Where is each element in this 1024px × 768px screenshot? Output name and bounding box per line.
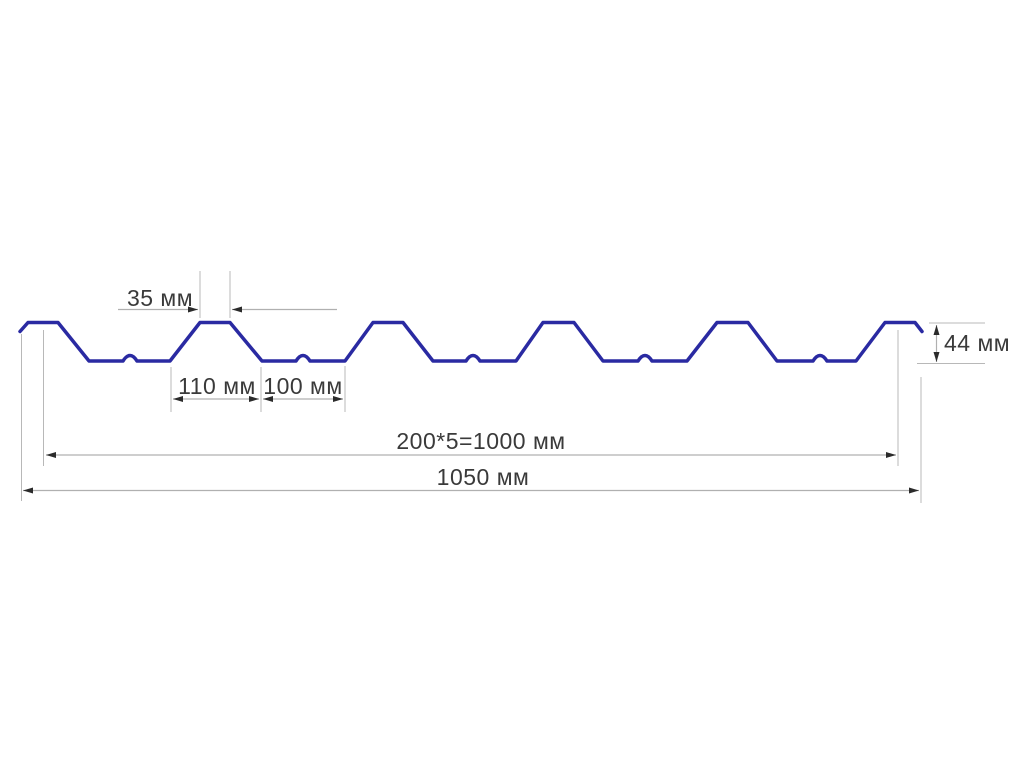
dimension-overall-width: 1050 мм [23, 464, 919, 494]
dim-label-rib-top-width: 35 мм [127, 285, 193, 311]
dim-label-profile-height: 44 мм [944, 330, 1010, 356]
dimension-rib-bottom-width: 110 мм [173, 373, 259, 402]
dimension-valley-width: 100 мм [263, 373, 343, 402]
dim-label-rib-bottom-width: 110 мм [178, 373, 256, 399]
dim-label-working-width: 200*5=1000 мм [396, 428, 565, 454]
dim-label-overall-width: 1050 мм [437, 464, 530, 490]
sheet-profile-outline [18, 320, 924, 363]
dim-label-valley-width: 100 мм [263, 373, 342, 399]
dimension-rib-top-width: 35 мм [118, 285, 337, 313]
extension-lines [21, 271, 985, 503]
dimension-working-width: 200*5=1000 мм [46, 428, 896, 458]
dimension-profile-height: 44 мм [933, 325, 1010, 362]
